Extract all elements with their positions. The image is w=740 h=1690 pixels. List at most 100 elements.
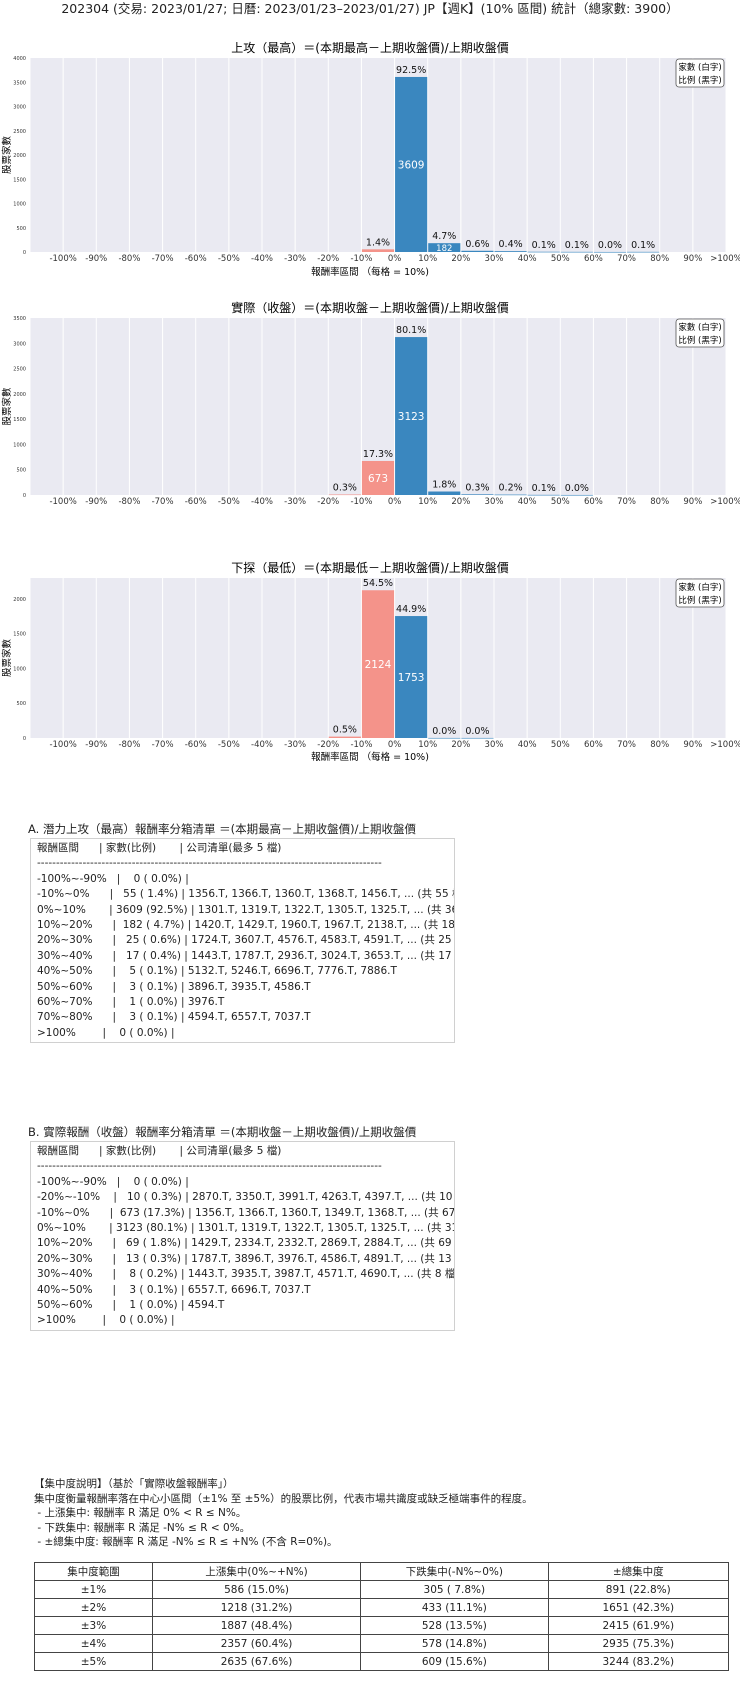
- bar: [395, 76, 428, 252]
- y-tick-label: 3500: [13, 316, 26, 322]
- y-axis-label: 股票家數: [1, 639, 13, 678]
- x-tick-label: 80%: [650, 497, 669, 507]
- x-tick-label: -50%: [218, 740, 240, 750]
- x-tick-label: -100%: [49, 740, 76, 750]
- x-tick-label: 0%: [388, 254, 402, 264]
- bar-pct-label: 1.8%: [432, 480, 456, 491]
- list-line: -10%~0% | 55 ( 1.4%) | 1356.T, 1366.T, 1…: [37, 888, 455, 901]
- list-line: 報酬區間 | 家數(比例) | 公司清單(最多 5 檔): [37, 842, 282, 854]
- x-tick-label: -80%: [118, 740, 140, 750]
- y-tick-label: 1500: [13, 177, 26, 183]
- list-line: ----------------------------------------…: [37, 857, 382, 870]
- x-tick-label: >100%: [710, 740, 740, 750]
- y-axis-label: 股票家數: [1, 136, 13, 175]
- bar: [428, 491, 461, 495]
- table-header: 上漲集中(0%~+N%): [151, 1562, 362, 1581]
- section-b-list: 報酬區間 | 家數(比例) | 公司清單(最多 5 檔) ------------…: [30, 1141, 455, 1331]
- bar-pct-label: 44.9%: [396, 604, 426, 615]
- x-axis-label: 報酬率區間 （每格 = 10%): [311, 751, 429, 763]
- list-line: 0%~10% | 3123 (80.1%) | 1301.T, 1319.T, …: [37, 1222, 455, 1235]
- bar: [494, 494, 527, 496]
- x-tick-label: -10%: [350, 740, 372, 750]
- y-tick-label: 500: [16, 226, 26, 232]
- y-tick-label: 3000: [13, 105, 26, 111]
- bar-count-label: 1753: [398, 672, 425, 684]
- bar-pct-label: 0.1%: [565, 240, 589, 251]
- bar-pct-label: 0.6%: [465, 239, 489, 250]
- bar-pct-label: 0.1%: [532, 483, 556, 494]
- y-tick-label: 2000: [13, 597, 26, 603]
- table-row: ±1% 586 (15.0%) 305 ( 7.8%) 891 (22.8%): [34, 1580, 730, 1599]
- bar: [627, 251, 660, 253]
- x-tick-label: -60%: [185, 497, 207, 507]
- x-tick-label: -100%: [49, 254, 76, 264]
- bar-pct-label: 4.7%: [432, 231, 456, 242]
- list-line: 30%~40% | 17 ( 0.4%) | 1443.T, 1787.T, 2…: [37, 949, 455, 962]
- bar: [461, 494, 494, 495]
- table-cell: 609 (15.6%): [360, 1652, 549, 1671]
- explanation-line: 【集中度說明】（基於「實際收盤報酬率」）: [34, 1478, 234, 1490]
- table-cell: 586 (15.0%): [151, 1580, 362, 1599]
- bar-count-label: 182: [436, 244, 452, 254]
- table-cell: 2415 (61.9%): [547, 1616, 730, 1635]
- y-tick-label: 2500: [13, 129, 26, 135]
- list-line: -10%~0% | 673 (17.3%) | 1356.T, 1366.T, …: [37, 1206, 455, 1219]
- bar-pct-label: 0.4%: [499, 239, 523, 250]
- bar-pct-label: 54.5%: [363, 578, 393, 589]
- x-tick-label: -60%: [185, 254, 207, 264]
- list-line: -100%~-90% | 0 ( 0.0%) |: [37, 872, 189, 885]
- bar-pct-label: 0.1%: [631, 240, 655, 251]
- list-line: 50%~60% | 1 ( 0.0%) | 4594.T: [37, 1299, 225, 1312]
- x-tick-label: -100%: [49, 497, 76, 507]
- x-tick-label: -90%: [85, 740, 107, 750]
- table-row: ±3% 1887 (48.4%) 528 (13.5%) 2415 (61.9%): [34, 1616, 730, 1635]
- table-cell: ±1%: [34, 1580, 153, 1599]
- table-cell: 433 (11.1%): [360, 1598, 549, 1617]
- x-tick-label: 90%: [683, 254, 702, 264]
- x-axis-label: 報酬率區間 （每格 = 10%): [311, 266, 429, 278]
- explanation-line: - ±總集中度: 報酬率 R 滿足 -N% ≤ R ≤ +N% (不含 R=0%…: [34, 1536, 338, 1549]
- x-tick-label: 20%: [451, 254, 470, 264]
- chart-close: 實際（收盤）＝(本期收盤－上期收盤價)/上期收盤價 0 500 1000 1500 200…: [1, 300, 740, 507]
- chart-title: 上攻（最高）＝(本期最高－上期收盤價)/上期收盤價: [231, 40, 508, 55]
- table-cell: 2935 (75.3%): [547, 1634, 730, 1653]
- x-tick-label: 20%: [451, 740, 470, 750]
- legend: 家數 (白字) 比例 (黑字): [675, 578, 725, 608]
- list-line: 40%~50% | 3 ( 0.1%) | 6557.T, 6696.T, 70…: [37, 1283, 311, 1296]
- list-line: 50%~60% | 3 ( 0.1%) | 3896.T, 3935.T, 45…: [37, 980, 311, 993]
- bar: [361, 590, 395, 738]
- bar: [461, 250, 494, 252]
- bar: [361, 249, 395, 252]
- x-tick-label: 50%: [551, 254, 570, 264]
- x-tick-label: 10%: [418, 740, 437, 750]
- y-tick-label: 4000: [13, 56, 26, 62]
- bar-pct-label: 80.1%: [396, 325, 426, 336]
- y-axis-label: 股票家數: [1, 387, 13, 426]
- table-row: ±4% 2357 (60.4%) 578 (14.8%) 2935 (75.3%): [34, 1634, 730, 1653]
- bar: [593, 251, 627, 253]
- bar-count-label: 2124: [365, 659, 392, 671]
- table-cell: 578 (14.8%): [360, 1634, 549, 1653]
- table-header: 下跌集中(-N%~0%): [360, 1562, 549, 1581]
- bar-count-label: 3123: [398, 411, 425, 423]
- bar: [428, 737, 461, 739]
- x-tick-label: -60%: [185, 740, 207, 750]
- table-cell: ±3%: [34, 1616, 153, 1635]
- legend-box: [675, 318, 725, 348]
- table-cell: 1651 (42.3%): [547, 1598, 730, 1617]
- x-tick-label: -30%: [284, 740, 306, 750]
- bar-pct-label: 0.3%: [333, 482, 357, 493]
- y-tick-label: 1500: [13, 632, 26, 638]
- x-tick-label: -90%: [85, 497, 107, 507]
- x-tick-label: 60%: [584, 740, 603, 750]
- y-tick-label: 1500: [13, 417, 26, 423]
- x-tick-label: 10%: [418, 497, 437, 507]
- bar: [560, 251, 593, 253]
- bar-pct-label: 17.3%: [363, 449, 393, 460]
- bar-pct-label: 0.0%: [465, 726, 489, 737]
- x-tick-label: 0%: [388, 497, 402, 507]
- bar-pct-label: 0.3%: [465, 482, 489, 493]
- chart-title: 實際（收盤）＝(本期收盤－上期收盤價)/上期收盤價: [231, 300, 508, 315]
- y-tick-label: 2000: [13, 153, 26, 159]
- section-a-title: A. 潛力上攻（最高）報酬率分箱清單 ＝(本期最高－上期收盤價)/上期收盤價: [28, 822, 416, 836]
